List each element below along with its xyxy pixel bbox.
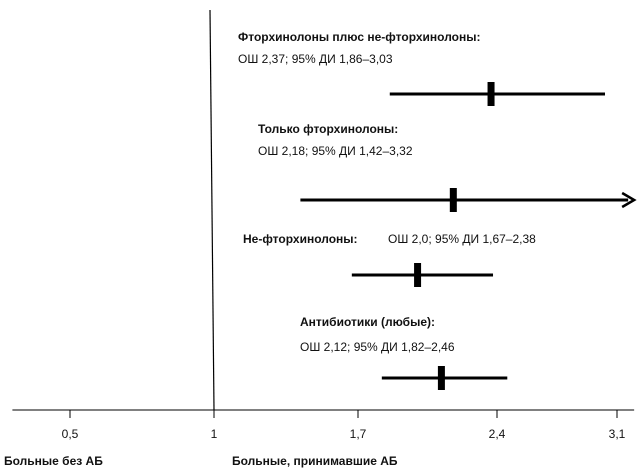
row-stats: ОШ 2,18; 95% ДИ 1,42–3,32 <box>258 144 413 158</box>
row-stats: ОШ 2,37; 95% ДИ 1,86–3,03 <box>238 52 393 66</box>
row-title: Антибиотики (любые): <box>300 315 435 329</box>
or-marker <box>437 366 445 390</box>
row-stats: ОШ 2,0; 95% ДИ 1,67–2,38 <box>388 232 536 246</box>
ci-arrow <box>621 191 637 209</box>
x-tick-label: 1,7 <box>350 427 367 441</box>
left-label: Больные без АБ <box>4 454 103 468</box>
x-tick-label: 2,4 <box>489 427 506 441</box>
right-label: Больные, принимавшие АБ <box>232 454 398 468</box>
row-title: Фторхинолоны плюс не-фторхинолоны: <box>238 30 480 44</box>
or-marker <box>414 263 422 287</box>
reference-line <box>209 9 215 411</box>
x-tick-label: 1 <box>211 427 218 441</box>
x-tick-label: 3,1 <box>609 427 626 441</box>
row-title: Не-фторхинолоны: <box>243 232 358 246</box>
row-stats: ОШ 2,12; 95% ДИ 1,82–2,46 <box>300 340 455 354</box>
row-title: Только фторхинолоны: <box>258 122 398 136</box>
or-marker <box>449 188 457 212</box>
or-marker <box>487 82 495 106</box>
x-tick-label: 0,5 <box>62 427 79 441</box>
